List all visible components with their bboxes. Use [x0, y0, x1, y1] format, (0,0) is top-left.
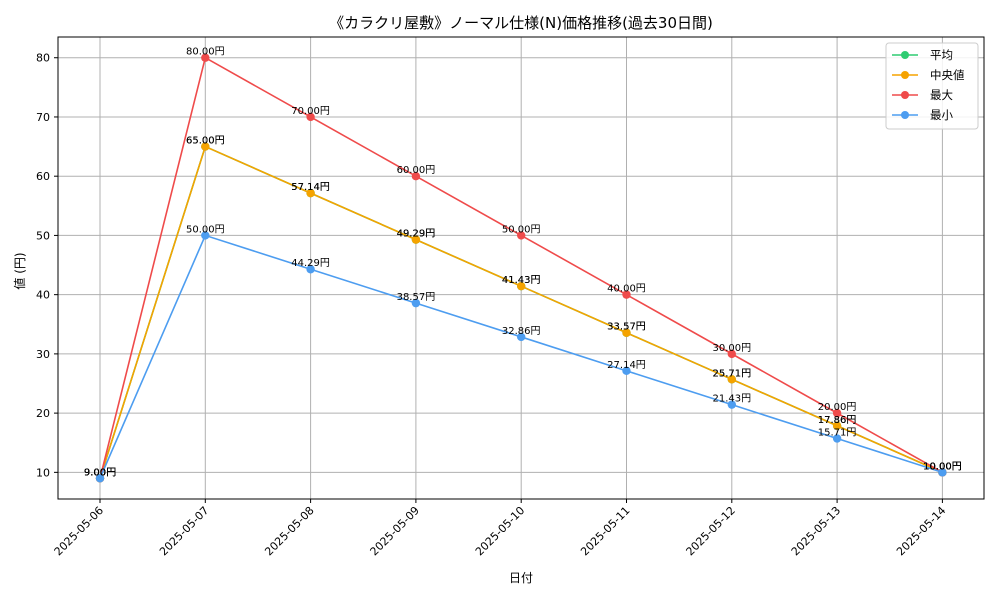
data-point-最小 [201, 231, 210, 240]
legend-label-中央値: 中央値 [930, 68, 965, 82]
data-label-中央値: 41.43円 [502, 275, 541, 286]
data-point-最大 [411, 171, 421, 181]
y-tick-label: 40 [36, 289, 50, 302]
data-point-最小 [95, 474, 105, 483]
data-label-中央値: 57.14円 [291, 182, 330, 193]
legend-marker-平均 [901, 51, 909, 59]
data-label-最大: 10.00円 [923, 461, 962, 472]
x-axis-label: 日付 [509, 571, 533, 585]
data-point-最小 [832, 434, 842, 443]
data-label-平均: 25.71円 [712, 368, 751, 379]
legend-marker-最小 [901, 111, 909, 119]
data-label-平均: 9.00円 [84, 467, 116, 478]
data-label-平均: 33.57円 [607, 322, 646, 333]
legend-label-最大: 最大 [930, 88, 953, 102]
data-point-最小 [411, 298, 421, 308]
data-label-最大: 80.00円 [186, 47, 225, 58]
data-label-平均: 41.43円 [502, 275, 541, 286]
y-axis-label: 値 (円) [12, 252, 27, 289]
data-label-最小: 9.00円 [84, 467, 116, 478]
y-tick-label: 30 [36, 348, 50, 361]
data-label-平均: 10.00円 [923, 461, 962, 472]
data-label-最小: 50.00円 [186, 224, 225, 235]
data-point-最大 [727, 349, 736, 359]
data-label-最小: 27.14円 [607, 360, 646, 371]
data-label-中央値: 9.00円 [84, 467, 116, 478]
data-point-最大 [832, 408, 842, 418]
data-label-平均: 65.00円 [186, 136, 225, 147]
chart-title: 《カラクリ屋敷》ノーマル仕様(N)価格推移(過去30日間) [329, 14, 713, 32]
data-point-最小 [938, 468, 947, 477]
data-label-中央値: 49.29円 [397, 229, 436, 240]
data-label-最小: 32.86円 [502, 326, 541, 337]
data-label-平均: 57.14円 [291, 182, 330, 193]
legend-marker-中央値 [901, 71, 909, 79]
y-tick-label: 10 [36, 466, 50, 479]
data-label-最大: 30.00円 [712, 343, 751, 354]
legend-label-最小: 最小 [930, 108, 953, 122]
data-label-最大: 60.00円 [397, 165, 436, 176]
data-label-最小: 15.71円 [818, 428, 857, 439]
data-point-中央値 [832, 421, 842, 430]
data-label-中央値: 25.71円 [712, 368, 751, 379]
y-tick-label: 60 [36, 170, 50, 183]
data-label-最小: 38.57円 [397, 292, 436, 303]
data-label-中央値: 33.57円 [607, 322, 646, 333]
legend-box [885, 42, 979, 130]
data-label-中央値: 17.86円 [818, 415, 857, 426]
data-label-最小: 44.29円 [291, 258, 330, 269]
data-label-平均: 17.86円 [818, 415, 857, 426]
data-point-最大 [622, 290, 631, 299]
data-point-最大 [201, 53, 210, 62]
data-label-最小: 21.43円 [712, 394, 751, 405]
data-point-中央値 [622, 328, 631, 337]
y-tick-label: 20 [36, 407, 50, 420]
data-point-中央値 [201, 142, 210, 151]
y-tick-label: 80 [36, 52, 50, 65]
data-label-中央値: 65.00円 [186, 136, 225, 147]
data-point-中央値 [306, 188, 315, 198]
data-point-最大 [517, 231, 526, 240]
y-tick-label: 70 [36, 111, 50, 124]
data-label-最大: 20.00円 [818, 402, 857, 413]
y-tick-label: 50 [36, 229, 50, 242]
data-point-最小 [622, 366, 631, 376]
data-point-中央値 [727, 375, 736, 384]
data-label-最大: 40.00円 [607, 284, 646, 295]
data-point-中央値 [517, 281, 526, 291]
data-point-最大 [306, 112, 315, 122]
data-label-最大: 9.00円 [84, 467, 116, 478]
series-lines [95, 53, 947, 483]
data-point-最小 [517, 332, 526, 342]
data-label-最大: 70.00円 [291, 106, 330, 117]
data-point-最小 [306, 265, 315, 274]
data-point-中央値 [411, 235, 421, 244]
data-point-最小 [727, 400, 736, 409]
data-label-最小: 10.00円 [923, 461, 962, 472]
data-labels: 9.00円 65.00円 57.14円 49.29円 41.43円 33.57円 25.71… [84, 47, 962, 479]
data-label-平均: 49.29円 [397, 229, 436, 240]
legend-marker-最大 [901, 91, 909, 99]
legend-label-平均: 平均 [930, 48, 953, 62]
data-label-中央値: 10.00円 [923, 461, 962, 472]
data-label-最大: 50.00円 [502, 224, 541, 235]
